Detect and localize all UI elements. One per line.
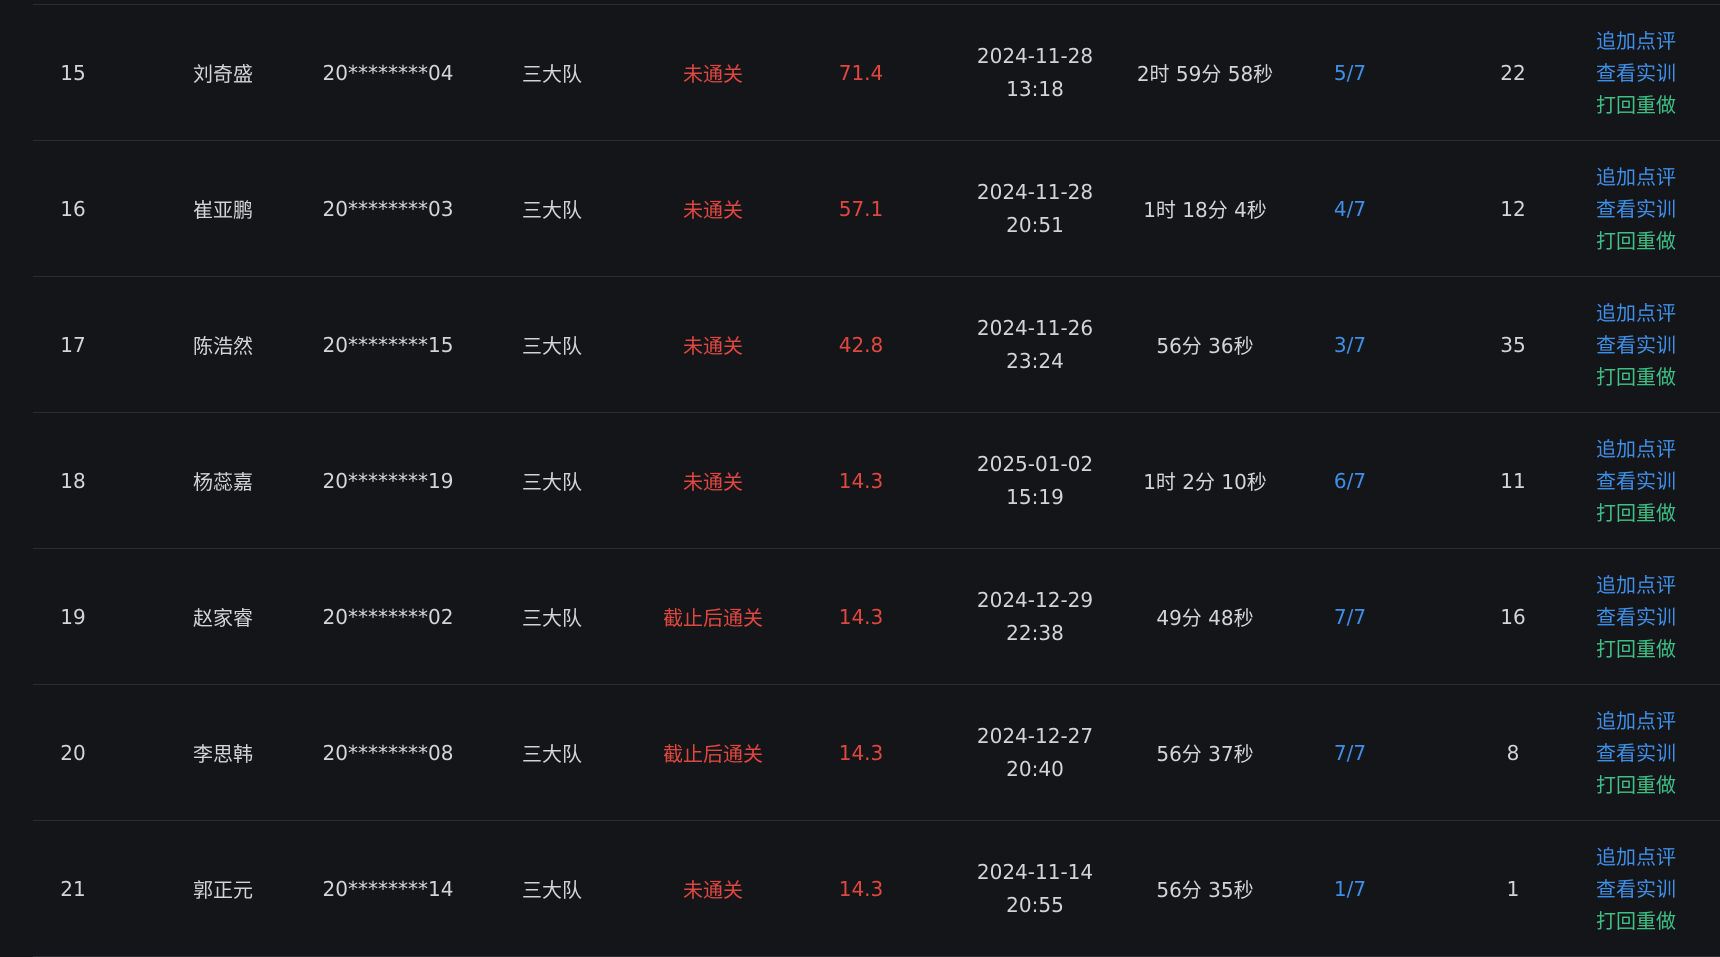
- submit-date: 2025-01-02: [977, 448, 1093, 481]
- table-row: 18 杨蕊嘉 20********19 三大队 未通关 14.3 2025-01…: [33, 413, 1720, 549]
- pass-status: 未通关: [608, 5, 818, 140]
- row-actions: 追加点评 查看实训 打回重做: [1596, 141, 1720, 276]
- row-actions: 追加点评 查看实训 打回重做: [1596, 549, 1720, 684]
- submit-time: 2024-11-14 20:55: [940, 821, 1130, 956]
- student-id: 20********14: [288, 821, 488, 956]
- send-back-redo-link[interactable]: 打回重做: [1596, 225, 1676, 257]
- progress: 7/7: [1270, 549, 1430, 684]
- pass-status: 未通关: [608, 141, 818, 276]
- add-comment-link[interactable]: 追加点评: [1596, 297, 1676, 329]
- student-id: 20********15: [288, 277, 488, 412]
- view-training-link[interactable]: 查看实训: [1596, 873, 1676, 905]
- submit-date: 2024-11-28: [977, 40, 1093, 73]
- table-row: 17 陈浩然 20********15 三大队 未通关 42.8 2024-11…: [33, 277, 1720, 413]
- row-actions: 追加点评 查看实训 打回重做: [1596, 413, 1720, 548]
- submit-time: 2024-11-28 13:18: [940, 5, 1130, 140]
- submit-clock: 20:51: [1006, 209, 1064, 242]
- add-comment-link[interactable]: 追加点评: [1596, 433, 1676, 465]
- submit-date: 2024-11-14: [977, 856, 1093, 889]
- view-training-link[interactable]: 查看实训: [1596, 737, 1676, 769]
- submit-date: 2024-11-26: [977, 312, 1093, 345]
- submit-clock: 13:18: [1006, 73, 1064, 106]
- pass-status: 截止后通关: [608, 685, 818, 820]
- submit-clock: 23:24: [1006, 345, 1064, 378]
- evaluation-count: 1: [1453, 821, 1573, 956]
- table-row: 16 崔亚鹏 20********03 三大队 未通关 57.1 2024-11…: [33, 141, 1720, 277]
- send-back-redo-link[interactable]: 打回重做: [1596, 769, 1676, 801]
- submit-date: 2024-11-28: [977, 176, 1093, 209]
- send-back-redo-link[interactable]: 打回重做: [1596, 905, 1676, 937]
- submit-clock: 15:19: [1006, 481, 1064, 514]
- evaluation-count: 16: [1453, 549, 1573, 684]
- score: 14.3: [801, 821, 921, 956]
- send-back-redo-link[interactable]: 打回重做: [1596, 89, 1676, 121]
- add-comment-link[interactable]: 追加点评: [1596, 705, 1676, 737]
- add-comment-link[interactable]: 追加点评: [1596, 569, 1676, 601]
- submit-clock: 22:38: [1006, 617, 1064, 650]
- submit-clock: 20:55: [1006, 889, 1064, 922]
- row-number: 16: [33, 141, 113, 276]
- score: 42.8: [801, 277, 921, 412]
- add-comment-link[interactable]: 追加点评: [1596, 841, 1676, 873]
- table-row: 19 赵家睿 20********02 三大队 截止后通关 14.3 2024-…: [33, 549, 1720, 685]
- row-number: 15: [33, 5, 113, 140]
- pass-status: 未通关: [608, 277, 818, 412]
- score: 14.3: [801, 413, 921, 548]
- evaluation-count: 12: [1453, 141, 1573, 276]
- results-table: 15 刘奇盛 20********04 三大队 未通关 71.4 2024-11…: [33, 4, 1720, 957]
- progress: 1/7: [1270, 821, 1430, 956]
- pass-status: 截止后通关: [608, 549, 818, 684]
- student-id: 20********02: [288, 549, 488, 684]
- student-id: 20********19: [288, 413, 488, 548]
- view-training-link[interactable]: 查看实训: [1596, 57, 1676, 89]
- view-training-link[interactable]: 查看实训: [1596, 329, 1676, 361]
- table-row: 15 刘奇盛 20********04 三大队 未通关 71.4 2024-11…: [33, 5, 1720, 141]
- score: 71.4: [801, 5, 921, 140]
- row-actions: 追加点评 查看实训 打回重做: [1596, 277, 1720, 412]
- pass-status: 未通关: [608, 821, 818, 956]
- student-id: 20********08: [288, 685, 488, 820]
- pass-status: 未通关: [608, 413, 818, 548]
- student-id: 20********03: [288, 141, 488, 276]
- row-actions: 追加点评 查看实训 打回重做: [1596, 821, 1720, 956]
- submit-clock: 20:40: [1006, 753, 1064, 786]
- evaluation-count: 22: [1453, 5, 1573, 140]
- submit-time: 2024-12-27 20:40: [940, 685, 1130, 820]
- score: 14.3: [801, 549, 921, 684]
- student-id: 20********04: [288, 5, 488, 140]
- progress: 7/7: [1270, 685, 1430, 820]
- row-number: 20: [33, 685, 113, 820]
- send-back-redo-link[interactable]: 打回重做: [1596, 361, 1676, 393]
- view-training-link[interactable]: 查看实训: [1596, 193, 1676, 225]
- progress: 3/7: [1270, 277, 1430, 412]
- submit-time: 2024-11-26 23:24: [940, 277, 1130, 412]
- row-actions: 追加点评 查看实训 打回重做: [1596, 685, 1720, 820]
- row-number: 18: [33, 413, 113, 548]
- submit-time: 2025-01-02 15:19: [940, 413, 1130, 548]
- progress: 6/7: [1270, 413, 1430, 548]
- score: 57.1: [801, 141, 921, 276]
- row-number: 21: [33, 821, 113, 956]
- row-actions: 追加点评 查看实训 打回重做: [1596, 5, 1720, 140]
- evaluation-count: 35: [1453, 277, 1573, 412]
- submit-date: 2024-12-29: [977, 584, 1093, 617]
- table-row: 20 李思韩 20********08 三大队 截止后通关 14.3 2024-…: [33, 685, 1720, 821]
- table-row: 21 郭正元 20********14 三大队 未通关 14.3 2024-11…: [33, 821, 1720, 957]
- view-training-link[interactable]: 查看实训: [1596, 465, 1676, 497]
- row-number: 17: [33, 277, 113, 412]
- add-comment-link[interactable]: 追加点评: [1596, 25, 1676, 57]
- evaluation-count: 8: [1453, 685, 1573, 820]
- view-training-link[interactable]: 查看实训: [1596, 601, 1676, 633]
- progress: 4/7: [1270, 141, 1430, 276]
- send-back-redo-link[interactable]: 打回重做: [1596, 633, 1676, 665]
- add-comment-link[interactable]: 追加点评: [1596, 161, 1676, 193]
- submit-time: 2024-12-29 22:38: [940, 549, 1130, 684]
- submit-time: 2024-11-28 20:51: [940, 141, 1130, 276]
- progress: 5/7: [1270, 5, 1430, 140]
- score: 14.3: [801, 685, 921, 820]
- row-number: 19: [33, 549, 113, 684]
- send-back-redo-link[interactable]: 打回重做: [1596, 497, 1676, 529]
- submit-date: 2024-12-27: [977, 720, 1093, 753]
- evaluation-count: 11: [1453, 413, 1573, 548]
